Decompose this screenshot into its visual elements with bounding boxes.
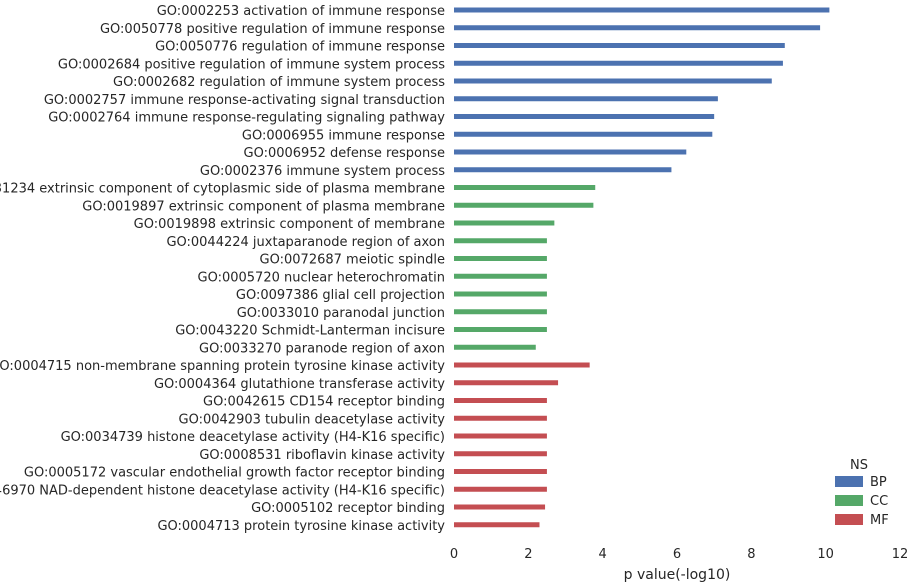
legend-label-mf: MF [870,513,889,528]
category-label: GO:0044224 juxtaparanode region of axon [166,235,445,250]
bar-bp [454,7,830,13]
bar-cc [454,238,547,244]
category-label: GO:0005172 vascular endothelial growth f… [24,466,445,481]
x-tick-label: 6 [673,547,681,562]
x-tick-label: 0 [450,547,458,562]
bar-mf [454,433,547,439]
bar-cc [454,273,547,279]
category-label: GO:0002764 immune response-regulating si… [48,111,445,126]
bars-group [454,7,830,528]
bar-bp [454,25,821,31]
bar-cc [454,256,547,261]
bar-mf [454,362,590,368]
bar-mf [454,486,547,492]
bar-cc [454,220,555,226]
bar-cc [454,327,547,332]
category-label: GO:0046970 NAD-dependent histone deacety… [0,483,445,498]
bar-cc [454,202,594,208]
category-label: GO:0006955 immune response [242,128,445,143]
category-label: GO:0033270 paranode region of axon [199,341,445,356]
x-tick-label: 12 [892,547,909,562]
bar-mf [454,415,547,421]
category-labels: GO:0002253 activation of immune response… [0,4,445,534]
bar-bp [454,96,718,102]
bar-bp [454,78,772,84]
category-label: GO:0042903 tubulin deacetylase activity [179,412,446,427]
x-axis-ticks: 0 2 4 6 8 10 12 [450,547,908,562]
category-label: GO:0042615 CD154 receptor binding [203,395,445,410]
bar-bp [454,131,713,137]
category-label: GO:0008531 riboflavin kinase activity [199,448,445,463]
category-label: GO:0002253 activation of immune response [157,4,445,19]
bar-bp [454,167,672,173]
x-axis-label: p value(-log10) [624,567,731,583]
category-label: GO:0019897 extrinsic component of plasma… [82,199,445,214]
bar-mf [454,398,547,403]
category-label: GO:0097386 glial cell projection [236,288,445,303]
bar-mf [454,469,547,474]
bar-bp [454,60,783,66]
bar-mf [454,380,559,386]
bar-bp [454,149,687,155]
bar-cc [454,344,536,350]
category-label: GO:0004715 non-membrane spanning protein… [0,359,445,374]
category-label: GO:0043220 Schmidt-Lanterman incisure [175,324,445,339]
legend-swatch-bp [835,476,863,487]
category-label: GO:0005720 nuclear heterochromatin [198,270,446,285]
legend-label-bp: BP [870,475,887,490]
x-tick-label: 10 [817,547,834,562]
category-label: GO:0002684 positive regulation of immune… [58,57,445,72]
category-label: GO:0072687 meiotic spindle [260,253,445,268]
category-label: GO:0050776 regulation of immune response [155,40,445,55]
category-label: GO:0019898 extrinsic component of membra… [134,217,445,232]
bar-mf [454,504,546,510]
category-label: GO:0050778 positive regulation of immune… [100,22,445,37]
x-tick-label: 2 [524,547,532,562]
category-label: GO:0002682 regulation of immune system p… [113,75,445,90]
category-label: GO:0031234 extrinsic component of cytopl… [0,182,445,197]
category-label: GO:0006952 defense response [244,146,446,161]
legend: NS BP CC MF [835,458,889,528]
legend-swatch-mf [835,514,863,525]
x-tick-label: 4 [599,547,607,562]
category-label: GO:0002757 immune response-activating si… [44,93,445,108]
legend-swatch-cc [835,495,863,506]
x-tick-label: 8 [747,547,755,562]
category-label: GO:0002376 immune system process [200,164,445,179]
bar-cc [454,291,547,297]
category-label: GO:0034739 histone deacetylase activity … [61,430,445,445]
bar-cc [454,185,596,190]
bar-cc [454,309,547,315]
category-label: GO:0004364 glutathione transferase activ… [154,377,445,392]
category-label: GO:0005102 receptor binding [251,501,445,516]
category-label: GO:0033010 paranodal junction [237,306,445,321]
category-label: GO:0004713 protein tyrosine kinase activ… [157,519,445,534]
bar-mf [454,522,540,528]
bar-mf [454,451,547,457]
legend-title: NS [850,458,868,473]
legend-label-cc: CC [870,494,888,509]
bar-bp [454,43,785,48]
bar-bp [454,114,715,119]
